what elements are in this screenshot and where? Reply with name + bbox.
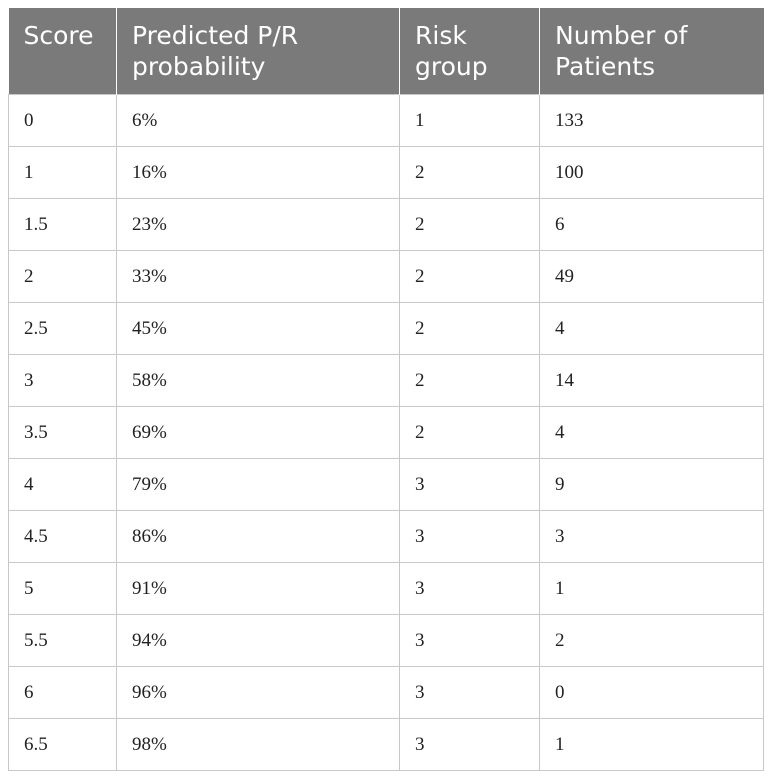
cell-risk-group: 2	[399, 146, 540, 199]
cell-predicted-probability: 94%	[116, 614, 400, 667]
table-row: 5 91% 3 1	[8, 562, 764, 615]
cell-number-of-patients: 9	[539, 458, 764, 511]
table-row: 5.5 94% 3 2	[8, 614, 764, 667]
cell-score: 4.5	[8, 510, 117, 563]
cell-predicted-probability: 58%	[116, 354, 400, 407]
cell-risk-group: 2	[399, 250, 540, 303]
header-predicted-probability: Predicted P/R probability	[116, 8, 400, 95]
header-score: Score	[8, 8, 117, 95]
cell-risk-group: 3	[399, 562, 540, 615]
table-body: 0 6% 1 133 1 16% 2 100 1.5 23% 2 6 2 33% 2 49 2.5 45% 2 4 3 5…	[8, 94, 764, 771]
cell-risk-group: 2	[399, 354, 540, 407]
cell-risk-group: 3	[399, 614, 540, 667]
table-row: 6 96% 3 0	[8, 666, 764, 719]
cell-score: 3.5	[8, 406, 117, 459]
table-row: 0 6% 1 133	[8, 94, 764, 147]
cell-risk-group: 2	[399, 406, 540, 459]
cell-score: 1.5	[8, 198, 117, 251]
cell-predicted-probability: 6%	[116, 94, 400, 147]
cell-score: 0	[8, 94, 117, 147]
cell-score: 2	[8, 250, 117, 303]
cell-predicted-probability: 86%	[116, 510, 400, 563]
cell-number-of-patients: 4	[539, 406, 764, 459]
table-header: Score Predicted P/R probability Risk gro…	[8, 8, 764, 95]
cell-number-of-patients: 3	[539, 510, 764, 563]
header-row: Score Predicted P/R probability Risk gro…	[8, 8, 764, 95]
cell-predicted-probability: 69%	[116, 406, 400, 459]
cell-score: 2.5	[8, 302, 117, 355]
risk-score-table: Score Predicted P/R probability Risk gro…	[8, 8, 764, 771]
table-row: 3.5 69% 2 4	[8, 406, 764, 459]
cell-number-of-patients: 4	[539, 302, 764, 355]
cell-risk-group: 3	[399, 510, 540, 563]
cell-predicted-probability: 79%	[116, 458, 400, 511]
cell-score: 5	[8, 562, 117, 615]
cell-predicted-probability: 91%	[116, 562, 400, 615]
cell-risk-group: 3	[399, 718, 540, 771]
cell-predicted-probability: 45%	[116, 302, 400, 355]
cell-score: 6.5	[8, 718, 117, 771]
table-container: Score Predicted P/R probability Risk gro…	[8, 8, 764, 771]
cell-predicted-probability: 96%	[116, 666, 400, 719]
cell-predicted-probability: 33%	[116, 250, 400, 303]
table-row: 3 58% 2 14	[8, 354, 764, 407]
cell-number-of-patients: 133	[539, 94, 764, 147]
table-row: 2 33% 2 49	[8, 250, 764, 303]
cell-number-of-patients: 100	[539, 146, 764, 199]
cell-number-of-patients: 49	[539, 250, 764, 303]
cell-score: 1	[8, 146, 117, 199]
cell-number-of-patients: 14	[539, 354, 764, 407]
table-row: 1 16% 2 100	[8, 146, 764, 199]
table-row: 1.5 23% 2 6	[8, 198, 764, 251]
cell-risk-group: 2	[399, 198, 540, 251]
cell-predicted-probability: 23%	[116, 198, 400, 251]
table-row: 4 79% 3 9	[8, 458, 764, 511]
table-row: 6.5 98% 3 1	[8, 718, 764, 771]
cell-number-of-patients: 6	[539, 198, 764, 251]
header-risk-group: Risk group	[399, 8, 540, 95]
cell-score: 4	[8, 458, 117, 511]
cell-risk-group: 3	[399, 458, 540, 511]
cell-predicted-probability: 16%	[116, 146, 400, 199]
cell-risk-group: 2	[399, 302, 540, 355]
cell-number-of-patients: 0	[539, 666, 764, 719]
cell-number-of-patients: 2	[539, 614, 764, 667]
cell-number-of-patients: 1	[539, 562, 764, 615]
cell-predicted-probability: 98%	[116, 718, 400, 771]
cell-number-of-patients: 1	[539, 718, 764, 771]
cell-score: 6	[8, 666, 117, 719]
table-row: 2.5 45% 2 4	[8, 302, 764, 355]
cell-score: 5.5	[8, 614, 117, 667]
cell-risk-group: 1	[399, 94, 540, 147]
cell-score: 3	[8, 354, 117, 407]
header-number-of-patients: Number of Patients	[539, 8, 764, 95]
cell-risk-group: 3	[399, 666, 540, 719]
table-row: 4.5 86% 3 3	[8, 510, 764, 563]
